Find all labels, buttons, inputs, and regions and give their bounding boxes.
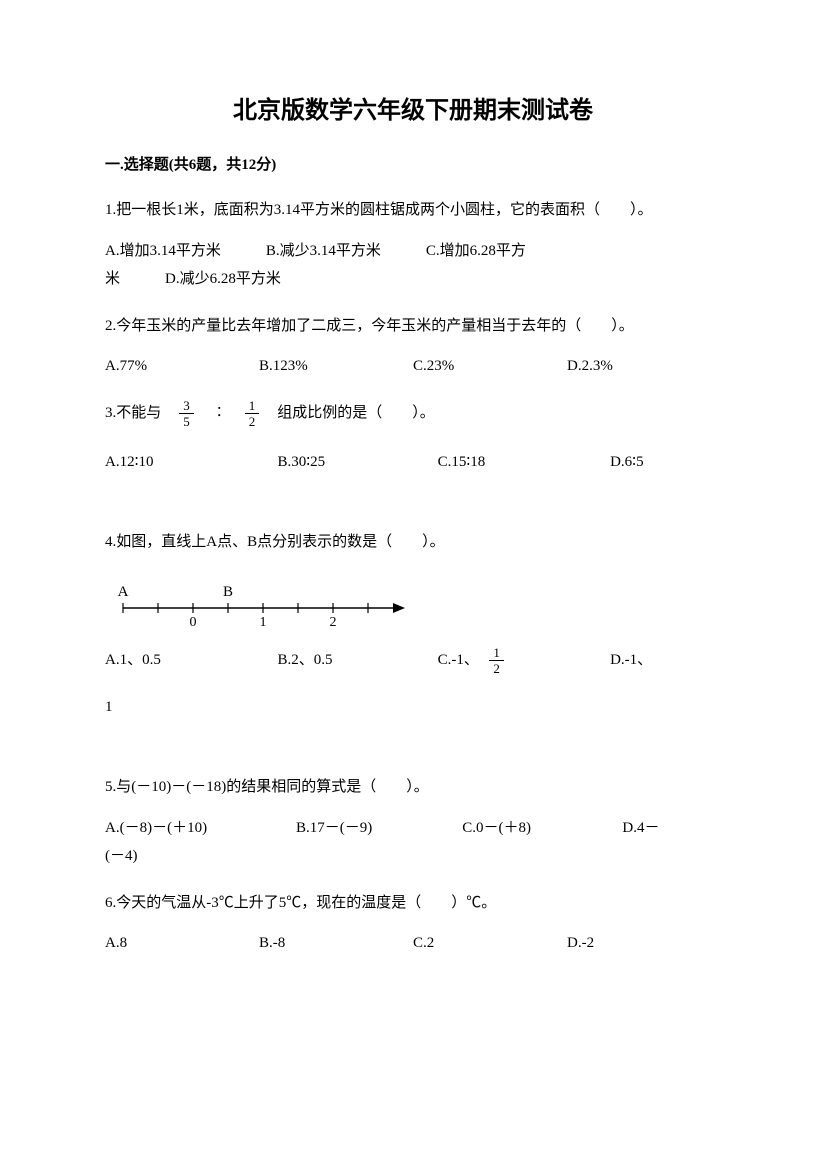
q6-options: A.8 B.-8 C.2 D.-2 [105,929,721,958]
frac-num: 3 [179,399,194,413]
gap [381,243,426,259]
q4-text: 4.如图，直线上A点、B点分别表示的数是（ ）。 [105,528,721,557]
q4-opt-c: C.-1、 12 [438,646,610,675]
number-line-svg: A B 0 1 2 [105,571,415,626]
question-2: 2.今年玉米的产量比去年增加了二成三，今年玉米的产量相当于去年的（ ）。 A.7… [105,312,721,381]
q6-opt-c: C.2 [413,929,567,958]
number-line-figure: A B 0 1 2 [105,571,721,626]
gap [120,271,165,287]
q2-opt-b: B.123% [259,352,413,381]
q5-options-line1: A.(－8)－(＋10) B.17－(－9) C.0－(＋8) D.4－ [105,814,721,843]
svg-text:B: B [223,584,233,600]
frac-num: 1 [489,646,504,660]
q5-opt-b: B.17－(－9) [296,814,462,843]
q5-opt-d-a: D.4－ [622,814,721,843]
q4-opt-c-frac: 12 [489,646,504,675]
q2-opt-a: A.77% [105,352,259,381]
q5-text: 5.与(－10)－(－18)的结果相同的算式是（ ）。 [105,773,721,802]
q3-opt-c: C.15∶18 [438,448,610,477]
q3-frac2: 12 [245,399,260,428]
q2-opt-c: C.23% [413,352,567,381]
svg-text:0: 0 [190,615,197,626]
question-4: 4.如图，直线上A点、B点分别表示的数是（ ）。 AB012 A.1、0.5 B… [105,528,721,721]
q6-opt-a: A.8 [105,929,259,958]
gap [221,243,266,259]
question-1: 1.把一根长1米，底面积为3.14平方米的圆柱锯成两个小圆柱，它的表面积（ ）。… [105,196,721,294]
q6-opt-b: B.-8 [259,929,413,958]
q5-opt-a: A.(－8)－(＋10) [105,814,296,843]
q4-opt-d-cont: 1 [105,699,113,715]
q3-opt-a: A.12∶10 [105,448,277,477]
q3-opt-b: B.30∶25 [277,448,437,477]
q1-opt-a: A.增加3.14平方米 [105,243,221,259]
frac-num: 1 [245,399,260,413]
page-title: 北京版数学六年级下册期末测试卷 [105,90,721,125]
q1-text: 1.把一根长1米，底面积为3.14平方米的圆柱锯成两个小圆柱，它的表面积（ ）。 [105,196,721,225]
q4-options-line2: 1 [105,693,721,722]
q1-opt-b: B.减少3.14平方米 [266,243,381,259]
q3-pre: 3.不能与 [105,405,176,421]
q6-opt-d: D.-2 [567,929,721,958]
frac-den: 2 [489,660,504,675]
svg-text:A: A [118,584,129,600]
q3-frac1: 35 [179,399,194,428]
q6-text: 6.今天的气温从-3℃上升了5℃，现在的温度是（ ）℃。 [105,889,721,918]
q4-opt-c-pre: C.-1、 [438,652,487,668]
q2-text: 2.今年玉米的产量比去年增加了二成三，今年玉米的产量相当于去年的（ ）。 [105,312,721,341]
q5-opt-c: C.0－(＋8) [462,814,622,843]
q1-opt-c-cont: 米 [105,271,120,287]
q1-opt-d: D.减少6.28平方米 [165,271,281,287]
q1-opt-c: C.增加6.28平方 [426,243,526,259]
q4-opt-d: D.-1、 [610,646,721,675]
q3-post: 组成比例的是（ ）。 [262,405,435,421]
q5-options-line2: (－4) [105,842,721,871]
q2-options: A.77% B.123% C.23% D.2.3% [105,352,721,381]
svg-text:1: 1 [260,615,267,626]
q3-opt-d: D.6∶5 [610,448,721,477]
q3-options: A.12∶10 B.30∶25 C.15∶18 D.6∶5 [105,448,721,477]
section-1-header: 一.选择题(共6题，共12分) [105,153,721,174]
q2-opt-d: D.2.3% [567,352,721,381]
q4-opt-a: A.1、0.5 [105,646,277,675]
q4-opt-b: B.2、0.5 [277,646,437,675]
frac-den: 5 [179,413,194,428]
question-6: 6.今天的气温从-3℃上升了5℃，现在的温度是（ ）℃。 A.8 B.-8 C.… [105,889,721,958]
q3-colon: ∶ [197,405,242,421]
q1-options-line1: A.增加3.14平方米 B.减少3.14平方米 C.增加6.28平方 [105,237,721,266]
question-5: 5.与(－10)－(－18)的结果相同的算式是（ ）。 A.(－8)－(＋10)… [105,773,721,871]
q1-options-line2: 米 D.减少6.28平方米 [105,265,721,294]
question-3: 3.不能与 35 ∶ 12 组成比例的是（ ）。 A.12∶10 B.30∶25… [105,399,721,477]
frac-den: 2 [245,413,260,428]
q4-options: A.1、0.5 B.2、0.5 C.-1、 12 D.-1、 [105,646,721,675]
q3-text: 3.不能与 35 ∶ 12 组成比例的是（ ）。 [105,399,721,428]
q5-opt-d-b: (－4) [105,848,138,864]
svg-text:2: 2 [330,615,337,626]
